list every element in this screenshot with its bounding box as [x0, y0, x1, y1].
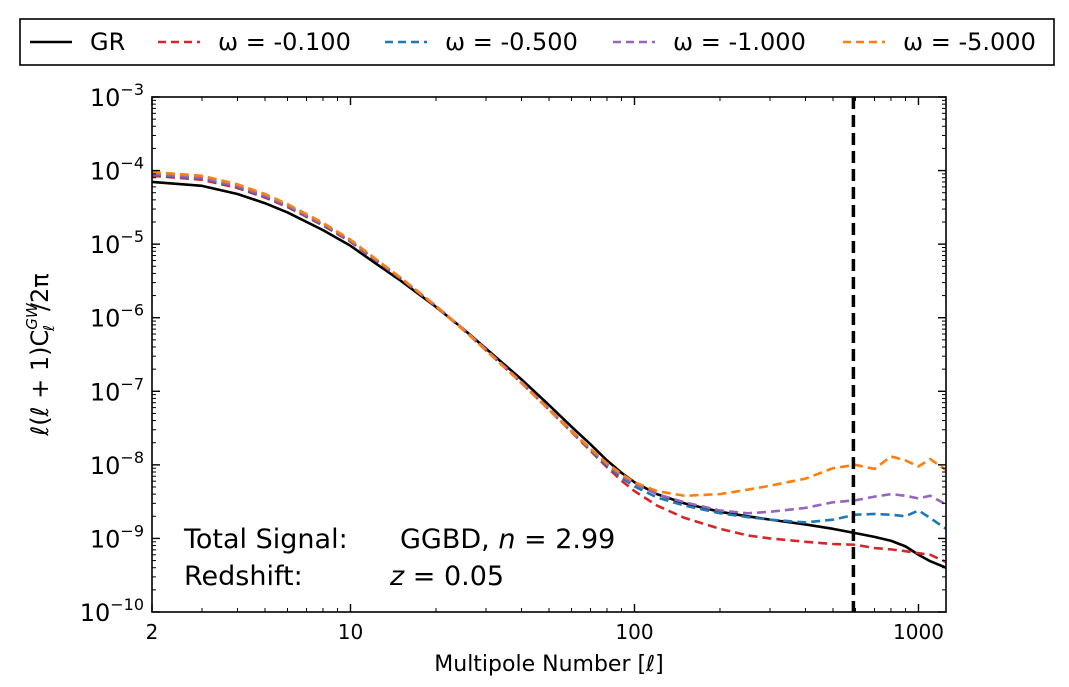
x-tick-label: 1000	[893, 620, 944, 644]
axes: 2 10 100 100010−310−410−510−610−710−810−910…	[23, 80, 947, 677]
y-axis-label-tail: /2π	[26, 273, 54, 311]
annotation-label: Redshift:	[184, 561, 303, 592]
x-tick-label: 2	[146, 620, 159, 644]
y-tick-base: 10	[90, 158, 121, 186]
legend: GR ω = -0.100 ω = -0.500 ω = -1.000 ω = -5.0…	[19, 18, 1055, 66]
y-tick-label: 10−6	[90, 301, 144, 333]
legend-label: ω = -0.100	[218, 28, 351, 56]
annotation-value-post: = 0.05	[404, 561, 504, 592]
y-tick-base: 10	[90, 452, 121, 480]
series-line-omega-3	[152, 172, 946, 515]
y-tick-exponent: −3	[120, 80, 144, 99]
annotation-label: Total Signal:	[183, 524, 348, 555]
series-line-gr	[152, 180, 946, 569]
y-tick-exponent: −7	[120, 374, 144, 393]
y-tick-base: 10	[90, 525, 121, 553]
y-tick-exponent: −9	[120, 521, 144, 540]
y-tick-base: 10	[90, 305, 121, 333]
y-tick-exponent: −6	[120, 301, 144, 320]
legend-label: ω = -0.500	[445, 28, 578, 56]
y-tick-label: 10−10	[80, 595, 144, 627]
y-axis-label-sub: ℓ	[40, 325, 58, 332]
legend-label: GR	[90, 28, 125, 56]
legend-frame	[19, 18, 1055, 66]
y-tick-label: 10−4	[90, 154, 144, 186]
x-tick-label: 10	[338, 620, 363, 644]
annotation-value-post: = 2.99	[515, 524, 615, 555]
annotations: Total Signal: GGBD, n = 2.99 Redshift: z = …	[183, 524, 615, 592]
annotation-value-pre: GGBD,	[400, 524, 498, 555]
legend-label: ω = -5.000	[903, 28, 1036, 56]
y-tick-label: 10−7	[90, 374, 144, 406]
y-tick-base: 10	[80, 599, 111, 627]
y-tick-base: 10	[90, 378, 121, 406]
series-line-omega-4	[152, 170, 946, 498]
x-axis-label: Multipole Number [ℓ]	[434, 652, 663, 677]
annotation-value: z = 0.05	[389, 561, 504, 592]
y-tick-label: 10−5	[90, 227, 144, 259]
y-tick-label: 10−8	[90, 448, 144, 480]
y-tick-label: 10−9	[90, 521, 144, 553]
legend-label: ω = -1.000	[673, 28, 806, 56]
annotation-variable: z	[389, 561, 405, 592]
y-tick-base: 10	[90, 231, 121, 259]
y-tick-exponent: −5	[120, 227, 144, 246]
y-axis-label-main: ℓ(ℓ + 1)C	[26, 330, 54, 437]
annotation-value: GGBD, n = 2.99	[400, 524, 615, 555]
annotation-variable: n	[498, 524, 515, 555]
y-tick-exponent: −8	[120, 448, 144, 467]
y-axis-label: ℓ(ℓ + 1)CGWℓ/2π	[23, 273, 58, 436]
y-tick-exponent: −10	[110, 595, 144, 614]
x-tick-label: 100	[615, 620, 653, 644]
y-tick-label: 10−3	[90, 80, 144, 112]
y-tick-exponent: −4	[120, 154, 144, 173]
y-tick-base: 10	[90, 84, 121, 112]
series-group	[152, 97, 946, 612]
series-line-omega-2	[152, 173, 946, 530]
y-axis-label-sup: GW	[23, 302, 41, 330]
